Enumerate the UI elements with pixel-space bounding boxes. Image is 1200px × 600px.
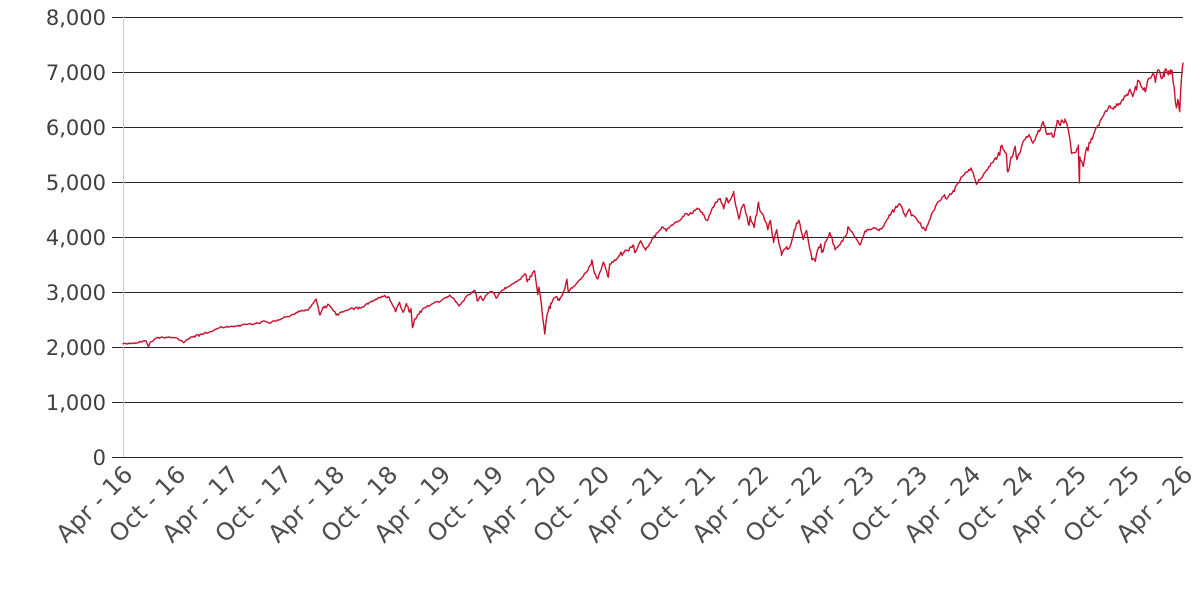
y-tick-label: 8,000 <box>46 6 106 30</box>
y-tick-label: 6,000 <box>46 116 106 140</box>
price-line-series <box>122 62 1184 348</box>
y-tick-label: 7,000 <box>46 61 106 85</box>
y-tick-label: 4,000 <box>46 226 106 250</box>
y-tick-label: 3,000 <box>46 281 106 305</box>
y-tick-label: 2,000 <box>46 336 106 360</box>
y-tick-label: 0 <box>93 446 106 470</box>
y-tick-label: 1,000 <box>46 391 106 415</box>
y-tick-label: 5,000 <box>46 171 106 195</box>
